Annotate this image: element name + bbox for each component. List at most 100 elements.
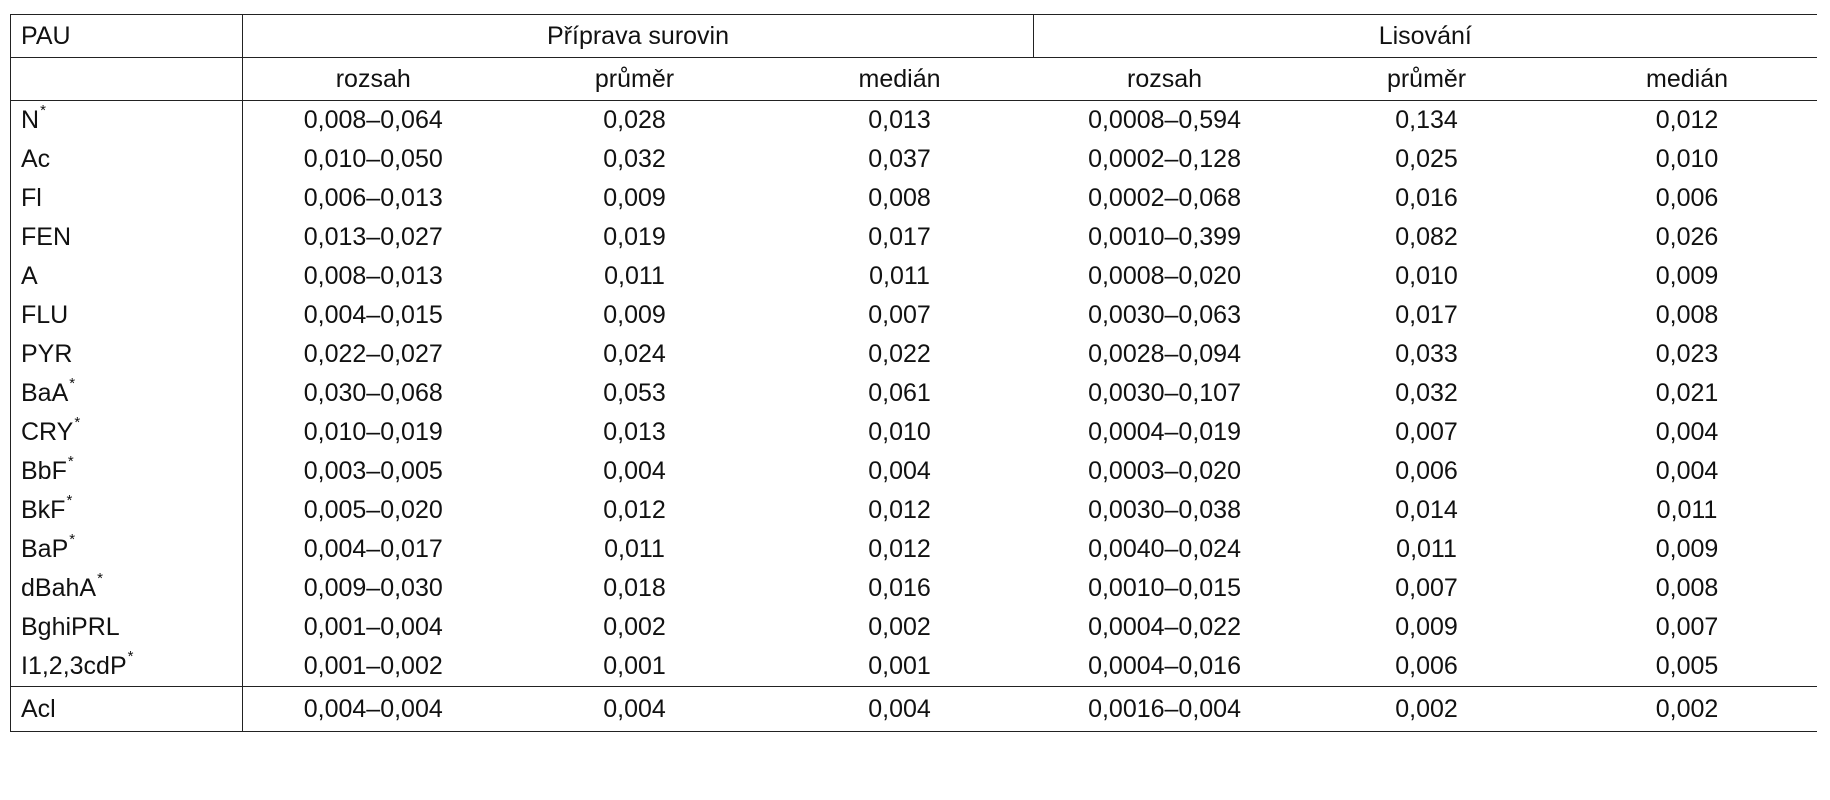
compound-name: I1,2,3cdP*	[10, 647, 243, 687]
cell-median-2: 0,004	[1655, 457, 1719, 485]
sub-header-median-2: medián	[1557, 57, 1817, 101]
cell-prumer-1: 0,002	[603, 613, 666, 641]
cell-prumer-2: 0,007	[1395, 418, 1458, 446]
cell-median-1: 0,022	[868, 340, 931, 368]
cell-median-2: 0,021	[1655, 379, 1719, 407]
cell-rozsah-1: 0,001–0,004	[303, 613, 443, 641]
compound-name: BkF*	[10, 491, 243, 530]
carcinogen-marker: *	[66, 491, 73, 509]
cell-prumer-1: 0,012	[603, 496, 666, 524]
compound-label: Acl	[21, 695, 56, 723]
cell-rozsah-1: 0,001–0,002	[303, 652, 443, 680]
cell-median-2: 0,008	[1655, 574, 1719, 602]
cell-prumer-2: 0,006	[1395, 652, 1458, 680]
cell-rozsah-1: 0,004–0,004	[242, 686, 504, 732]
table-row: BghiPRL 0,001–0,004 0,002 0,002 0,0004–0,022…	[10, 608, 1817, 647]
compound-label: dBahA	[21, 574, 97, 602]
compound-label: BghiPRL	[21, 613, 120, 641]
table-row: BaA* 0,030–0,068 0,053 0,061 0,0030–0,107 0,0…	[10, 374, 1817, 413]
table-row: FLU 0,004–0,015 0,009 0,007 0,0030–0,063 0,01…	[10, 296, 1817, 335]
cell-prumer-1: 0,053	[603, 379, 666, 407]
sub-header-prumer-2: průměr	[1295, 57, 1558, 101]
table-row: dBahA* 0,009–0,030 0,018 0,016 0,0010–0,015 0…	[10, 569, 1817, 608]
table-row: CRY* 0,010–0,019 0,013 0,010 0,0004–0,019 0,0…	[10, 413, 1817, 452]
cell-median-2: 0,026	[1655, 223, 1719, 251]
compound-label: FLU	[21, 301, 69, 329]
cell-median-2: 0,005	[1655, 652, 1719, 680]
table-row: Acl 0,004–0,004 0,004 0,004 0,0016–0,004 0,00…	[10, 686, 1817, 732]
cell-rozsah-2: 0,0010–0,015	[1088, 574, 1241, 602]
compound-label: A	[21, 262, 38, 290]
cell-median-2: 0,010	[1655, 145, 1719, 173]
cell-prumer-2: 0,033	[1395, 340, 1458, 368]
cell-median-1: 0,002	[868, 613, 931, 641]
compound-label: BbF	[21, 457, 67, 485]
carcinogen-marker: *	[69, 374, 76, 392]
table-row: Ac 0,010–0,050 0,032 0,037 0,0002–0,128 0,025…	[10, 140, 1817, 179]
cell-median-2: 0,008	[1655, 301, 1719, 329]
cell-median-1: 0,013	[868, 106, 931, 134]
compound-label: CRY	[21, 418, 74, 446]
cell-median-1: 0,011	[869, 262, 930, 290]
cell-rozsah-2: 0,0040–0,024	[1088, 535, 1241, 563]
sub-header-row: rozsah průměr medián rozsah průměr mediá…	[10, 57, 1817, 101]
cell-prumer-2: 0,082	[1395, 223, 1458, 251]
compound-label: BaP	[21, 535, 69, 563]
cell-prumer-2: 0,009	[1395, 613, 1458, 641]
group-header-lisovani: Lisování	[1033, 14, 1817, 58]
cell-prumer-2: 0,002	[1295, 686, 1558, 732]
cell-rozsah-1: 0,013–0,027	[303, 223, 443, 251]
cell-median-1: 0,004	[868, 457, 931, 485]
cell-median-2: 0,004	[1655, 418, 1719, 446]
cell-median-2: 0,011	[1656, 496, 1718, 524]
compound-label: FEN	[21, 223, 71, 251]
cell-prumer-2: 0,010	[1395, 262, 1458, 290]
cell-median-1: 0,016	[868, 574, 931, 602]
compound-name: BbF*	[10, 452, 243, 491]
cell-rozsah-1: 0,006–0,013	[303, 184, 443, 212]
cell-rozsah-2: 0,0028–0,094	[1088, 340, 1241, 368]
cell-median-1: 0,008	[868, 184, 931, 212]
cell-rozsah-1: 0,008–0,013	[303, 262, 443, 290]
cell-prumer-1: 0,001	[603, 652, 666, 680]
cell-rozsah-2: 0,0004–0,019	[1088, 418, 1241, 446]
cell-median-2: 0,009	[1655, 535, 1719, 563]
group-header-row: PAU Příprava surovin Lisování	[10, 14, 1817, 58]
cell-median-1: 0,061	[868, 379, 931, 407]
compound-name: A	[10, 257, 243, 296]
cell-rozsah-2: 0,0004–0,016	[1088, 652, 1241, 680]
cell-rozsah-1: 0,008–0,064	[303, 106, 443, 134]
compound-label: BkF	[21, 496, 66, 524]
table-row: PYR 0,022–0,027 0,024 0,022 0,0028–0,094 0,03…	[10, 335, 1817, 374]
sub-header-empty	[10, 57, 243, 101]
corner-label: PAU	[10, 14, 243, 58]
cell-prumer-1: 0,019	[603, 223, 666, 251]
cell-prumer-2: 0,014	[1395, 496, 1458, 524]
sub-header-prumer-1: průměr	[503, 57, 766, 101]
cell-prumer-1: 0,032	[603, 145, 666, 173]
cell-prumer-1: 0,011	[604, 262, 665, 290]
cell-rozsah-2: 0,0030–0,038	[1088, 496, 1241, 524]
cell-rozsah-2: 0,0004–0,022	[1088, 613, 1241, 641]
cell-median-1: 0,001	[868, 652, 931, 680]
cell-rozsah-1: 0,003–0,005	[303, 457, 443, 485]
compound-name: Ac	[10, 140, 243, 179]
sub-header-rozsah-1: rozsah	[242, 57, 504, 101]
cell-prumer-2: 0,032	[1395, 379, 1458, 407]
compound-name: CRY*	[10, 413, 243, 452]
table-row: BaP* 0,004–0,017 0,011 0,012 0,0040–0,024 0,0…	[10, 530, 1817, 569]
compound-name: FEN	[10, 218, 243, 257]
table-row: BbF* 0,003–0,005 0,004 0,004 0,0003–0,020 0,0…	[10, 452, 1817, 491]
carcinogen-marker: *	[69, 530, 76, 548]
compound-label: PYR	[21, 340, 73, 368]
cell-rozsah-2: 0,0008–0,020	[1088, 262, 1241, 290]
group-header-priprava: Příprava surovin	[241, 14, 1035, 58]
table-row: N* 0,008–0,064 0,028 0,013 0,0008–0,594 0,134…	[10, 100, 1817, 140]
cell-rozsah-2: 0,0010–0,399	[1088, 223, 1241, 251]
carcinogen-marker: *	[74, 413, 81, 431]
cell-rozsah-2: 0,0003–0,020	[1088, 457, 1241, 485]
compound-name: Acl	[10, 686, 243, 732]
cell-rozsah-2: 0,0016–0,004	[1033, 686, 1296, 732]
cell-prumer-2: 0,134	[1395, 106, 1458, 134]
cell-rozsah-2: 0,0030–0,063	[1088, 301, 1241, 329]
